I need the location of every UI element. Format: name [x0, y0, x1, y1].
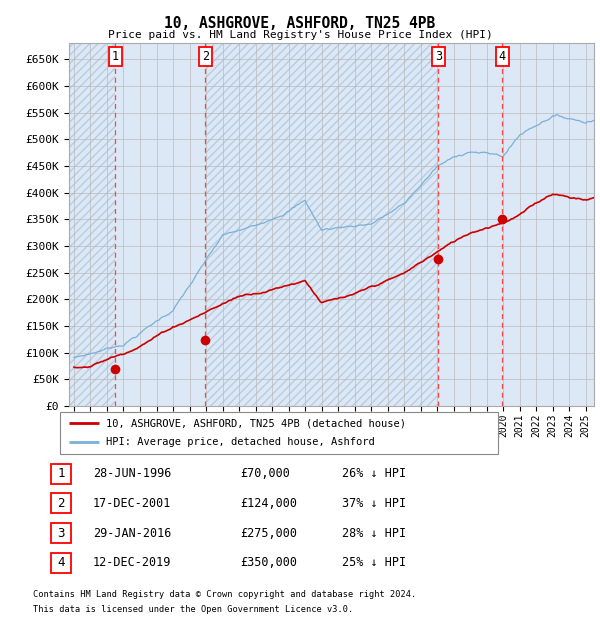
Text: 28-JUN-1996: 28-JUN-1996 [93, 467, 172, 480]
Text: 2: 2 [58, 497, 65, 510]
Text: 1: 1 [58, 467, 65, 480]
FancyBboxPatch shape [51, 494, 71, 513]
Text: 4: 4 [58, 557, 65, 569]
FancyBboxPatch shape [60, 412, 498, 454]
Text: £350,000: £350,000 [240, 557, 297, 569]
Text: 4: 4 [499, 50, 506, 63]
Bar [205, 43, 439, 406]
Text: £70,000: £70,000 [240, 467, 290, 480]
Text: 26% ↓ HPI: 26% ↓ HPI [342, 467, 406, 480]
Text: 10, ASHGROVE, ASHFORD, TN25 4PB (detached house): 10, ASHGROVE, ASHFORD, TN25 4PB (detache… [106, 418, 406, 428]
Text: Price paid vs. HM Land Registry's House Price Index (HPI): Price paid vs. HM Land Registry's House … [107, 30, 493, 40]
FancyBboxPatch shape [51, 523, 71, 543]
Text: 2: 2 [202, 50, 209, 63]
Text: 12-DEC-2019: 12-DEC-2019 [93, 557, 172, 569]
Text: 25% ↓ HPI: 25% ↓ HPI [342, 557, 406, 569]
Text: 3: 3 [435, 50, 442, 63]
Text: This data is licensed under the Open Government Licence v3.0.: This data is licensed under the Open Gov… [33, 604, 353, 614]
Text: 10, ASHGROVE, ASHFORD, TN25 4PB: 10, ASHGROVE, ASHFORD, TN25 4PB [164, 16, 436, 31]
Bar [69, 43, 115, 406]
Text: 37% ↓ HPI: 37% ↓ HPI [342, 497, 406, 510]
Text: £275,000: £275,000 [240, 527, 297, 539]
Text: £124,000: £124,000 [240, 497, 297, 510]
Text: 17-DEC-2001: 17-DEC-2001 [93, 497, 172, 510]
Text: 29-JAN-2016: 29-JAN-2016 [93, 527, 172, 539]
FancyBboxPatch shape [51, 464, 71, 484]
Text: HPI: Average price, detached house, Ashford: HPI: Average price, detached house, Ashf… [106, 438, 375, 448]
Text: 1: 1 [112, 50, 119, 63]
FancyBboxPatch shape [51, 553, 71, 573]
Text: 3: 3 [58, 527, 65, 539]
Text: Contains HM Land Registry data © Crown copyright and database right 2024.: Contains HM Land Registry data © Crown c… [33, 590, 416, 599]
Text: 28% ↓ HPI: 28% ↓ HPI [342, 527, 406, 539]
